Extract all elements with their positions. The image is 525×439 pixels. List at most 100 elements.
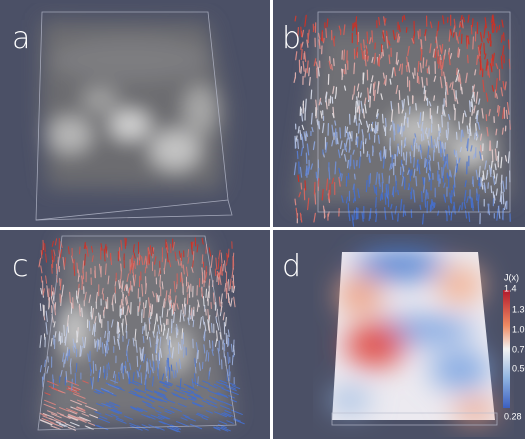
vector: [305, 99, 306, 111]
vector: [423, 112, 424, 120]
vector: [337, 138, 338, 143]
vector: [366, 180, 367, 191]
vector: [414, 158, 415, 167]
vector: [309, 68, 310, 76]
vector: [470, 101, 471, 112]
vector: [184, 347, 185, 357]
vector: [502, 128, 503, 134]
vector: [75, 343, 76, 348]
vector: [141, 373, 142, 383]
vector: [125, 238, 126, 248]
vector: [453, 206, 454, 212]
page: J(x) 1.4 1.3 1.0 0.75 0.50 0.28 a b c d …: [0, 0, 525, 439]
vector: [402, 101, 403, 109]
vector: [182, 340, 183, 349]
vector: [309, 77, 310, 85]
colorbar-tick: 0.50: [512, 363, 525, 373]
vector: [357, 137, 358, 147]
vector: [437, 106, 438, 113]
vector: [496, 129, 497, 135]
vector: [462, 87, 463, 93]
vector: [315, 193, 316, 204]
vector: [356, 208, 357, 220]
vector: [370, 97, 371, 108]
vector: [295, 199, 296, 205]
vector: [82, 308, 83, 317]
vector: [121, 264, 122, 271]
vector: [499, 25, 500, 30]
vector: [365, 139, 366, 144]
vector: [203, 297, 204, 306]
vector: [376, 126, 377, 133]
vector: [376, 197, 377, 207]
vector: [77, 331, 78, 342]
vector: [383, 114, 384, 123]
vector: [182, 273, 183, 283]
vector: [182, 329, 183, 339]
vector: [354, 86, 355, 94]
vector: [42, 377, 43, 387]
vector: [152, 305, 153, 314]
vector: [328, 212, 329, 216]
vector: [335, 121, 336, 125]
vector: [367, 152, 368, 157]
vector: [326, 29, 327, 38]
vector: [126, 324, 127, 332]
vector: [492, 24, 493, 32]
vector: [398, 190, 399, 194]
vector: [189, 305, 190, 312]
volume: [40, 20, 228, 190]
colorbar-tick: 1.3: [512, 304, 525, 314]
vector: [354, 116, 355, 122]
vector: [340, 128, 341, 138]
vector: [62, 333, 63, 342]
vector: [454, 176, 455, 187]
vector: [383, 50, 384, 56]
vector: [77, 263, 78, 273]
vector: [348, 161, 349, 168]
vector: [355, 174, 356, 179]
vector: [346, 147, 347, 152]
vector: [171, 365, 172, 371]
vector: [232, 356, 233, 365]
vector: [370, 174, 371, 183]
vector: [104, 370, 105, 378]
vector: [335, 162, 336, 174]
vector: [389, 55, 390, 64]
vector: [425, 158, 426, 167]
vector: [298, 175, 299, 181]
vector: [137, 258, 138, 265]
vector: [369, 158, 370, 162]
vector: [334, 59, 335, 66]
vector: [385, 118, 386, 126]
vector: [408, 96, 409, 105]
vector: [311, 90, 312, 99]
vector: [328, 190, 329, 198]
colorbar: [503, 290, 510, 408]
vector: [396, 181, 397, 191]
vector: [418, 31, 419, 39]
vector: [49, 298, 50, 309]
vector: [295, 136, 296, 147]
vector: [356, 102, 357, 113]
vector: [89, 321, 90, 331]
vector: [469, 133, 470, 138]
vector: [397, 144, 398, 156]
vector: [301, 67, 302, 73]
vector: [473, 37, 474, 49]
vector: [451, 196, 452, 203]
vector: [352, 95, 353, 99]
panel-label: b: [282, 21, 301, 56]
vector: [64, 325, 65, 336]
vector: [434, 203, 435, 207]
vector: [145, 267, 146, 273]
vector: [391, 101, 392, 110]
vector: [482, 155, 483, 160]
vector: [490, 141, 491, 150]
vector: [385, 193, 386, 204]
colorbar-tick: 0.28: [504, 411, 522, 421]
vector: [490, 34, 491, 46]
vector: [438, 22, 439, 31]
vector: [189, 286, 190, 298]
vector: [202, 255, 203, 264]
